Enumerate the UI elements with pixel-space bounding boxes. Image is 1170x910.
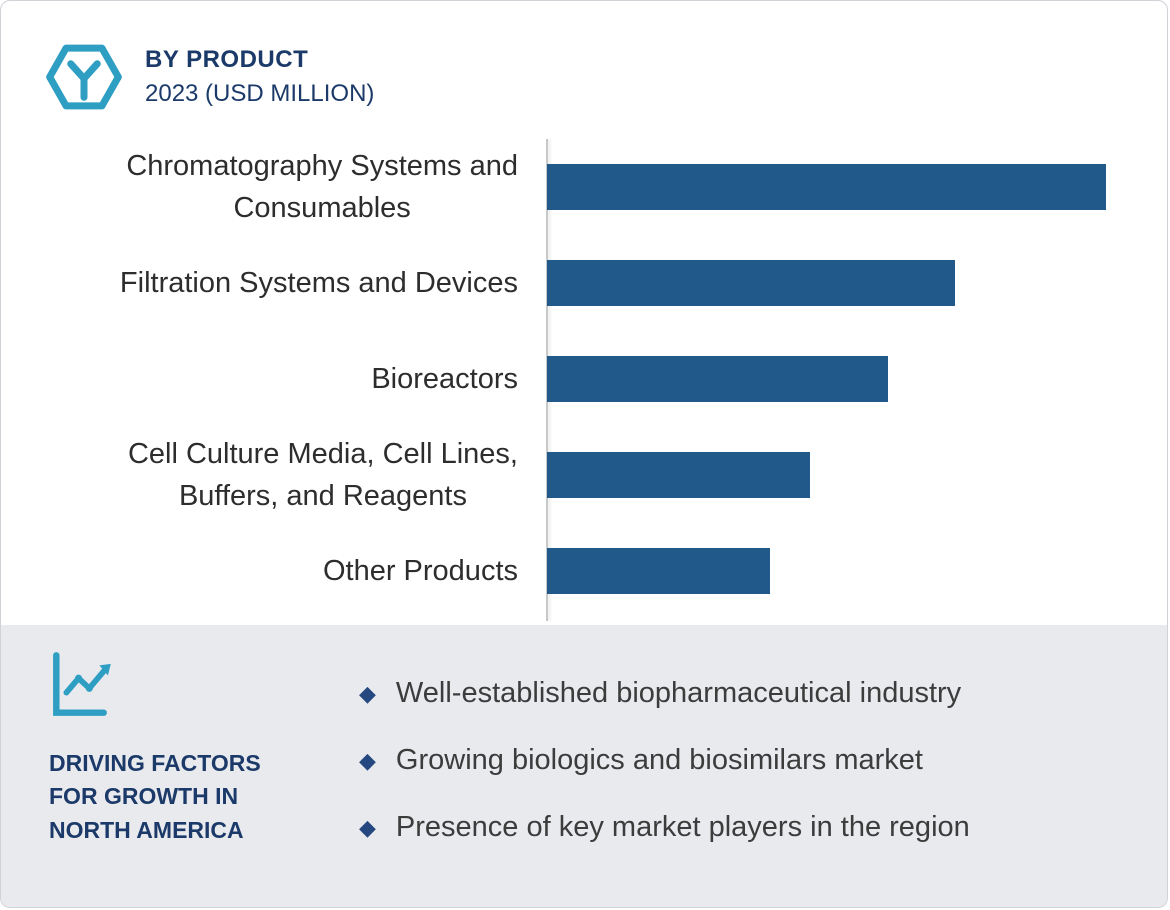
bar [547,356,888,402]
bar-label: Cell Culture Media, Cell Lines, Buffers,… [127,437,518,512]
list-item: ◆ Presence of key market players in the … [359,811,1127,844]
chart-row: Cell Culture Media, Cell Lines, Buffers,… [1,427,1167,523]
driving-factors-list: ◆ Well-established biopharmaceutical ind… [349,651,1127,881]
bar [547,452,810,498]
chart-row: Chromatography Systems and Consumables [1,139,1167,235]
chart-title-block: BY PRODUCT 2023 (USD MILLION) [145,46,374,108]
driving-factors-heading: DRIVING FACTORS FOR GROWTH IN NORTH AMER… [49,750,261,843]
list-item: ◆ Growing biologics and biosimilars mark… [359,744,1127,777]
bar [547,548,771,594]
chart-header: BY PRODUCT 2023 (USD MILLION) [1,1,1167,117]
list-item: ◆ Well-established biopharmaceutical ind… [359,677,1127,710]
horizontal-bar-chart: Chromatography Systems and Consumables Fi… [1,139,1167,621]
bar-label: Chromatography Systems and Consumables [126,149,518,224]
bar-label: Filtration Systems and Devices [119,266,518,299]
factor-text: Growing biologics and biosimilars market [395,744,923,776]
diamond-bullet-icon: ◆ [359,814,376,840]
driving-factors-left: DRIVING FACTORS FOR GROWTH IN NORTH AMER… [49,651,349,881]
driving-factors-panel: DRIVING FACTORS FOR GROWTH IN NORTH AMER… [1,625,1167,907]
factor-text: Presence of key market players in the re… [395,811,970,843]
bar-label: Bioreactors [371,362,518,395]
diamond-bullet-icon: ◆ [359,680,376,706]
bar [547,164,1106,210]
chart-row: Bioreactors [1,331,1167,427]
line-chart-icon [53,652,111,716]
bar-label: Other Products [322,554,518,587]
chart-row: Filtration Systems and Devices [1,235,1167,331]
chart-subtitle: 2023 (USD MILLION) [145,80,375,107]
by-product-chart-section: BY PRODUCT 2023 (USD MILLION) Chromatogr… [1,1,1167,625]
bar [547,260,955,306]
chart-title: BY PRODUCT [145,46,309,73]
chart-row: Other Products [1,523,1167,619]
hexagon-molecule-icon [46,44,122,110]
factor-text: Well-established biopharmaceutical indus… [395,677,962,709]
diamond-bullet-icon: ◆ [359,747,376,773]
